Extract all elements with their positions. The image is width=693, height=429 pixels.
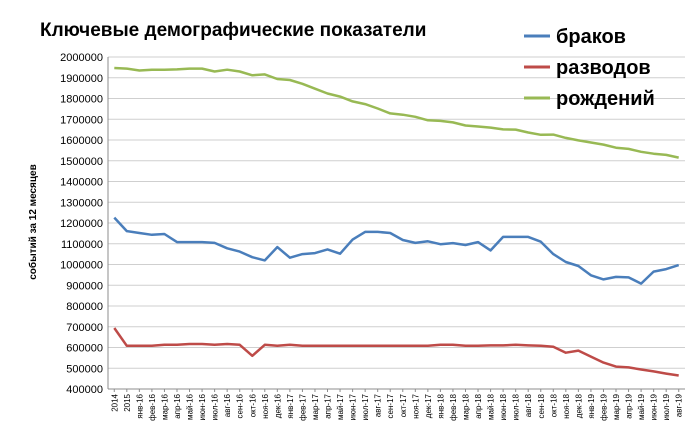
x-tick-label: авг-19 [675, 393, 684, 417]
x-tick-label: апр-18 [474, 393, 483, 418]
x-tick-label: мар-19 [612, 393, 621, 420]
x-tick-label: окт-17 [399, 393, 408, 417]
y-tick-label: 1100000 [61, 239, 103, 251]
y-tick-label: 900000 [66, 280, 103, 292]
y-axis-ticks: 400000 500000 600000 700000 800000 900000 1000… [60, 52, 103, 396]
x-tick-label: ноя-16 [261, 393, 270, 418]
y-tick-label: 800000 [66, 301, 103, 313]
x-tick-label: янв-16 [135, 393, 144, 418]
x-tick-label: мар-17 [311, 393, 320, 420]
x-tick-label: июл-18 [512, 393, 521, 420]
y-tick-label: 1800000 [60, 94, 103, 106]
x-tick-label: сен-16 [236, 393, 245, 418]
x-tick-label: сен-17 [386, 393, 395, 418]
x-tick-label: янв-17 [286, 393, 295, 418]
x-tick-label: май-17 [336, 393, 345, 420]
x-tick-label: июн-16 [198, 393, 207, 420]
x-tick-label: июл-17 [361, 393, 370, 420]
x-tick-label: дек-17 [424, 393, 433, 418]
series-line-0 [113, 216, 680, 285]
y-tick-label: 1200000 [60, 218, 103, 230]
y-tick-label: 1500000 [60, 156, 103, 168]
x-tick-label: окт-18 [549, 393, 558, 417]
x-tick-label: мар-18 [461, 393, 470, 420]
x-tick-label: апр-19 [625, 393, 634, 418]
legend-label: разводов [556, 57, 651, 79]
x-tick-label: май-19 [637, 393, 646, 420]
x-tick-label: май-16 [186, 393, 195, 420]
series-line-1 [113, 327, 679, 377]
x-tick-label: ноя-17 [411, 393, 420, 418]
y-tick-label: 1900000 [60, 73, 103, 85]
x-tick-label: июн-18 [499, 393, 508, 420]
y-tick-label: 700000 [66, 322, 103, 334]
x-tick-label: фев-18 [449, 393, 458, 420]
legend-label: рождений [556, 88, 655, 110]
y-tick-label: 2000000 [60, 52, 103, 64]
legend-label: браков [556, 26, 626, 48]
x-tick-label: фев-16 [148, 393, 157, 420]
y-tick-label: 1400000 [60, 177, 103, 189]
x-tick-label: май-18 [487, 393, 496, 420]
x-tick-label: июл-16 [211, 393, 220, 420]
x-tick-label: июн-17 [349, 393, 358, 420]
y-tick-label: 600000 [66, 343, 103, 355]
series-lines [113, 66, 680, 377]
x-tick-label: дек-16 [273, 393, 282, 418]
x-tick-label: 2014 [110, 393, 119, 411]
x-tick-label: апр-16 [173, 393, 182, 418]
x-tick-label: авг-18 [524, 393, 533, 417]
gridlines [108, 56, 685, 390]
x-axis-ticks: 2014 2015 янв-16 фев-16 мар-16 апр-16 май-16 ию… [110, 389, 684, 421]
x-tick-label: авг-17 [374, 393, 383, 417]
series-line-2 [114, 66, 679, 159]
x-tick-label: ноя-18 [562, 393, 571, 418]
x-tick-label: апр-17 [324, 393, 333, 418]
legend: браков разводов рождений [524, 26, 655, 110]
y-tick-label: 1000000 [60, 260, 103, 272]
x-tick-label: фев-19 [599, 393, 608, 420]
x-tick-label: фев-17 [298, 393, 307, 420]
x-tick-label: янв-18 [436, 393, 445, 418]
y-tick-label: 1300000 [60, 197, 103, 209]
chart-title: Ключевые демографические показатели [40, 20, 426, 41]
x-tick-label: авг-16 [223, 393, 232, 417]
y-tick-label: 1600000 [60, 135, 103, 147]
x-tick-label: 2015 [123, 393, 132, 411]
x-tick-label: янв-19 [587, 393, 596, 418]
x-tick-label: июл-19 [662, 393, 671, 420]
x-tick-label: июн-19 [650, 393, 659, 420]
x-tick-label: сен-18 [537, 393, 546, 418]
x-tick-label: дек-18 [574, 393, 583, 418]
y-axis-label: событий за 12 месяцев [27, 164, 39, 280]
x-tick-label: окт-16 [248, 393, 257, 417]
y-tick-label: 1700000 [60, 114, 103, 126]
y-tick-label: 400000 [66, 384, 103, 396]
y-tick-label: 500000 [66, 363, 103, 375]
x-tick-label: мар-16 [160, 393, 169, 420]
